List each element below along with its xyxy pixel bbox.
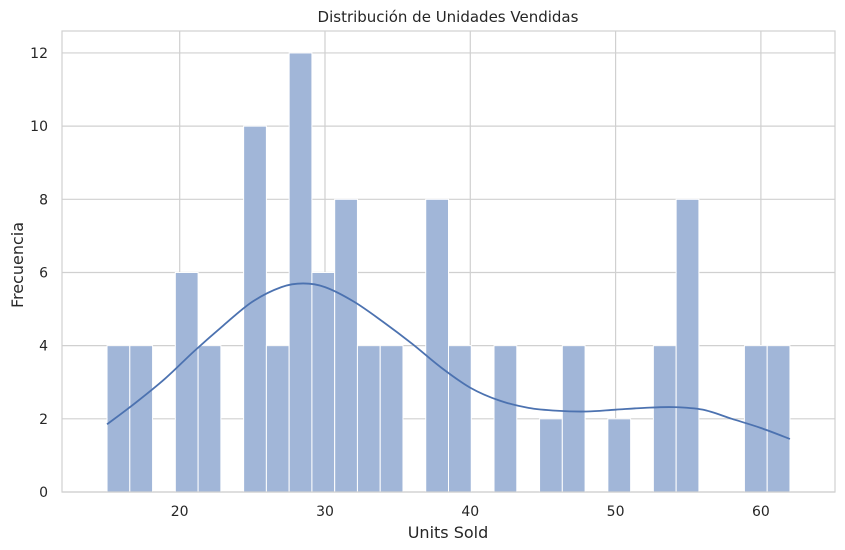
histogram-bar — [356, 345, 381, 493]
plot-frame — [61, 30, 836, 493]
histogram-bar — [379, 345, 404, 493]
y-tick-label: 0 — [39, 485, 48, 501]
y-tick-label: 12 — [30, 46, 48, 62]
y-axis-label: Frecuencia — [8, 222, 27, 308]
histogram-bar — [561, 345, 586, 493]
histogram-bar — [265, 345, 290, 493]
histogram-bar — [539, 418, 563, 493]
x-tick-label: 20 — [171, 504, 189, 520]
histogram-bar — [675, 198, 700, 493]
x-tick-label: 30 — [316, 504, 334, 520]
x-axis-ticks: 20 30 40 50 60 — [171, 504, 770, 520]
histogram-bar — [493, 345, 518, 493]
y-axis-ticks: 0 2 4 6 8 10 12 — [30, 46, 48, 501]
x-tick-label: 50 — [607, 504, 625, 520]
histogram-bar — [652, 345, 677, 493]
plot-border — [61, 30, 836, 493]
histogram-bar — [607, 418, 632, 493]
histogram-bar — [448, 345, 472, 493]
x-tick-label: 60 — [752, 504, 770, 520]
histogram-bar — [311, 271, 336, 493]
histogram-bars — [106, 52, 791, 493]
y-tick-label: 2 — [39, 412, 48, 428]
histogram-bar — [766, 345, 791, 493]
histogram-bar — [334, 198, 358, 493]
y-tick-label: 8 — [39, 192, 48, 208]
kde-curve-group — [106, 282, 791, 440]
histogram-bar — [129, 345, 154, 493]
chart-title: Distribución de Unidades Vendidas — [318, 8, 579, 26]
histogram-bar — [106, 345, 131, 493]
x-tick-label: 40 — [461, 504, 479, 520]
y-tick-label: 4 — [39, 339, 48, 355]
y-tick-label: 6 — [39, 265, 48, 281]
histogram-bar — [425, 198, 449, 493]
histogram-bar — [743, 345, 768, 493]
x-axis-label: Units Sold — [408, 523, 489, 542]
histogram-bar — [197, 345, 222, 493]
histogram-bar — [243, 125, 267, 493]
histogram-bar — [288, 52, 313, 493]
y-tick-label: 10 — [30, 119, 48, 135]
histogram-bar — [174, 271, 199, 493]
kde-curve — [106, 282, 791, 440]
